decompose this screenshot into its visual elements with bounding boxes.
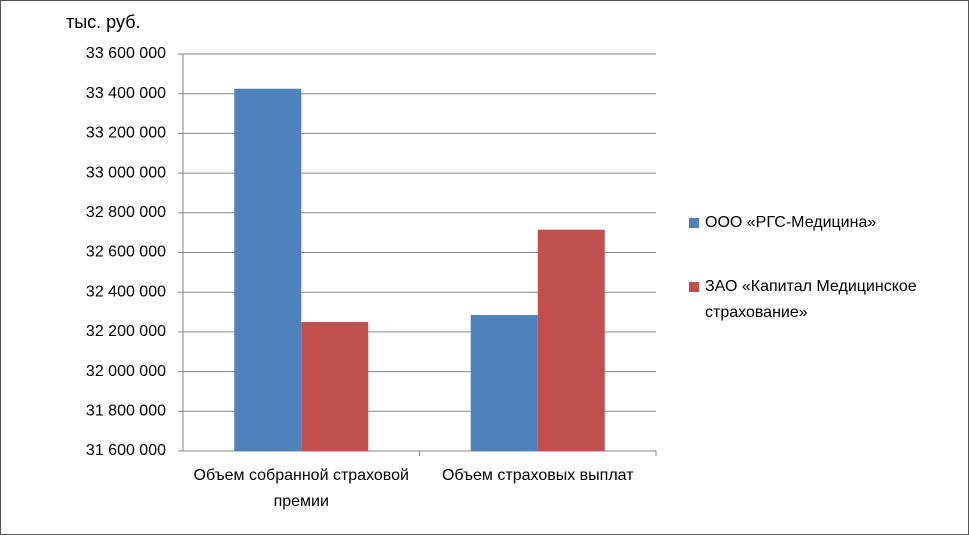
- y-tick-label: 32 000 000: [86, 363, 166, 380]
- y-tick-label: 31 600 000: [86, 442, 166, 459]
- x-tick-label: Объем собранной страховой премии: [193, 467, 409, 510]
- legend-swatch: [689, 282, 699, 292]
- bar: [470, 315, 538, 451]
- bar: [301, 321, 369, 451]
- bar: [537, 229, 605, 451]
- y-tick-label: 32 800 000: [86, 204, 166, 221]
- legend-label: ЗАО «Капитал Медицинское страхование»: [705, 278, 917, 321]
- x-tick-label: Объем страховых выплат: [441, 467, 634, 484]
- y-tick-label: 33 200 000: [86, 125, 166, 142]
- bar: [234, 88, 302, 452]
- y-tick-label: 32 600 000: [86, 244, 166, 261]
- y-tick-label: 33 600 000: [86, 45, 166, 62]
- legend-label: ООО «РГС-Медицина»: [705, 214, 877, 231]
- y-tick-label: 33 400 000: [86, 85, 166, 102]
- y-tick-label: 32 200 000: [86, 323, 166, 340]
- y-tick-label: 33 000 000: [86, 164, 166, 181]
- legend-swatch: [689, 218, 699, 228]
- y-tick-label: 32 400 000: [86, 283, 166, 300]
- y-tick-label: 31 800 000: [86, 403, 166, 420]
- y-axis-label: тыс. руб.: [66, 12, 141, 32]
